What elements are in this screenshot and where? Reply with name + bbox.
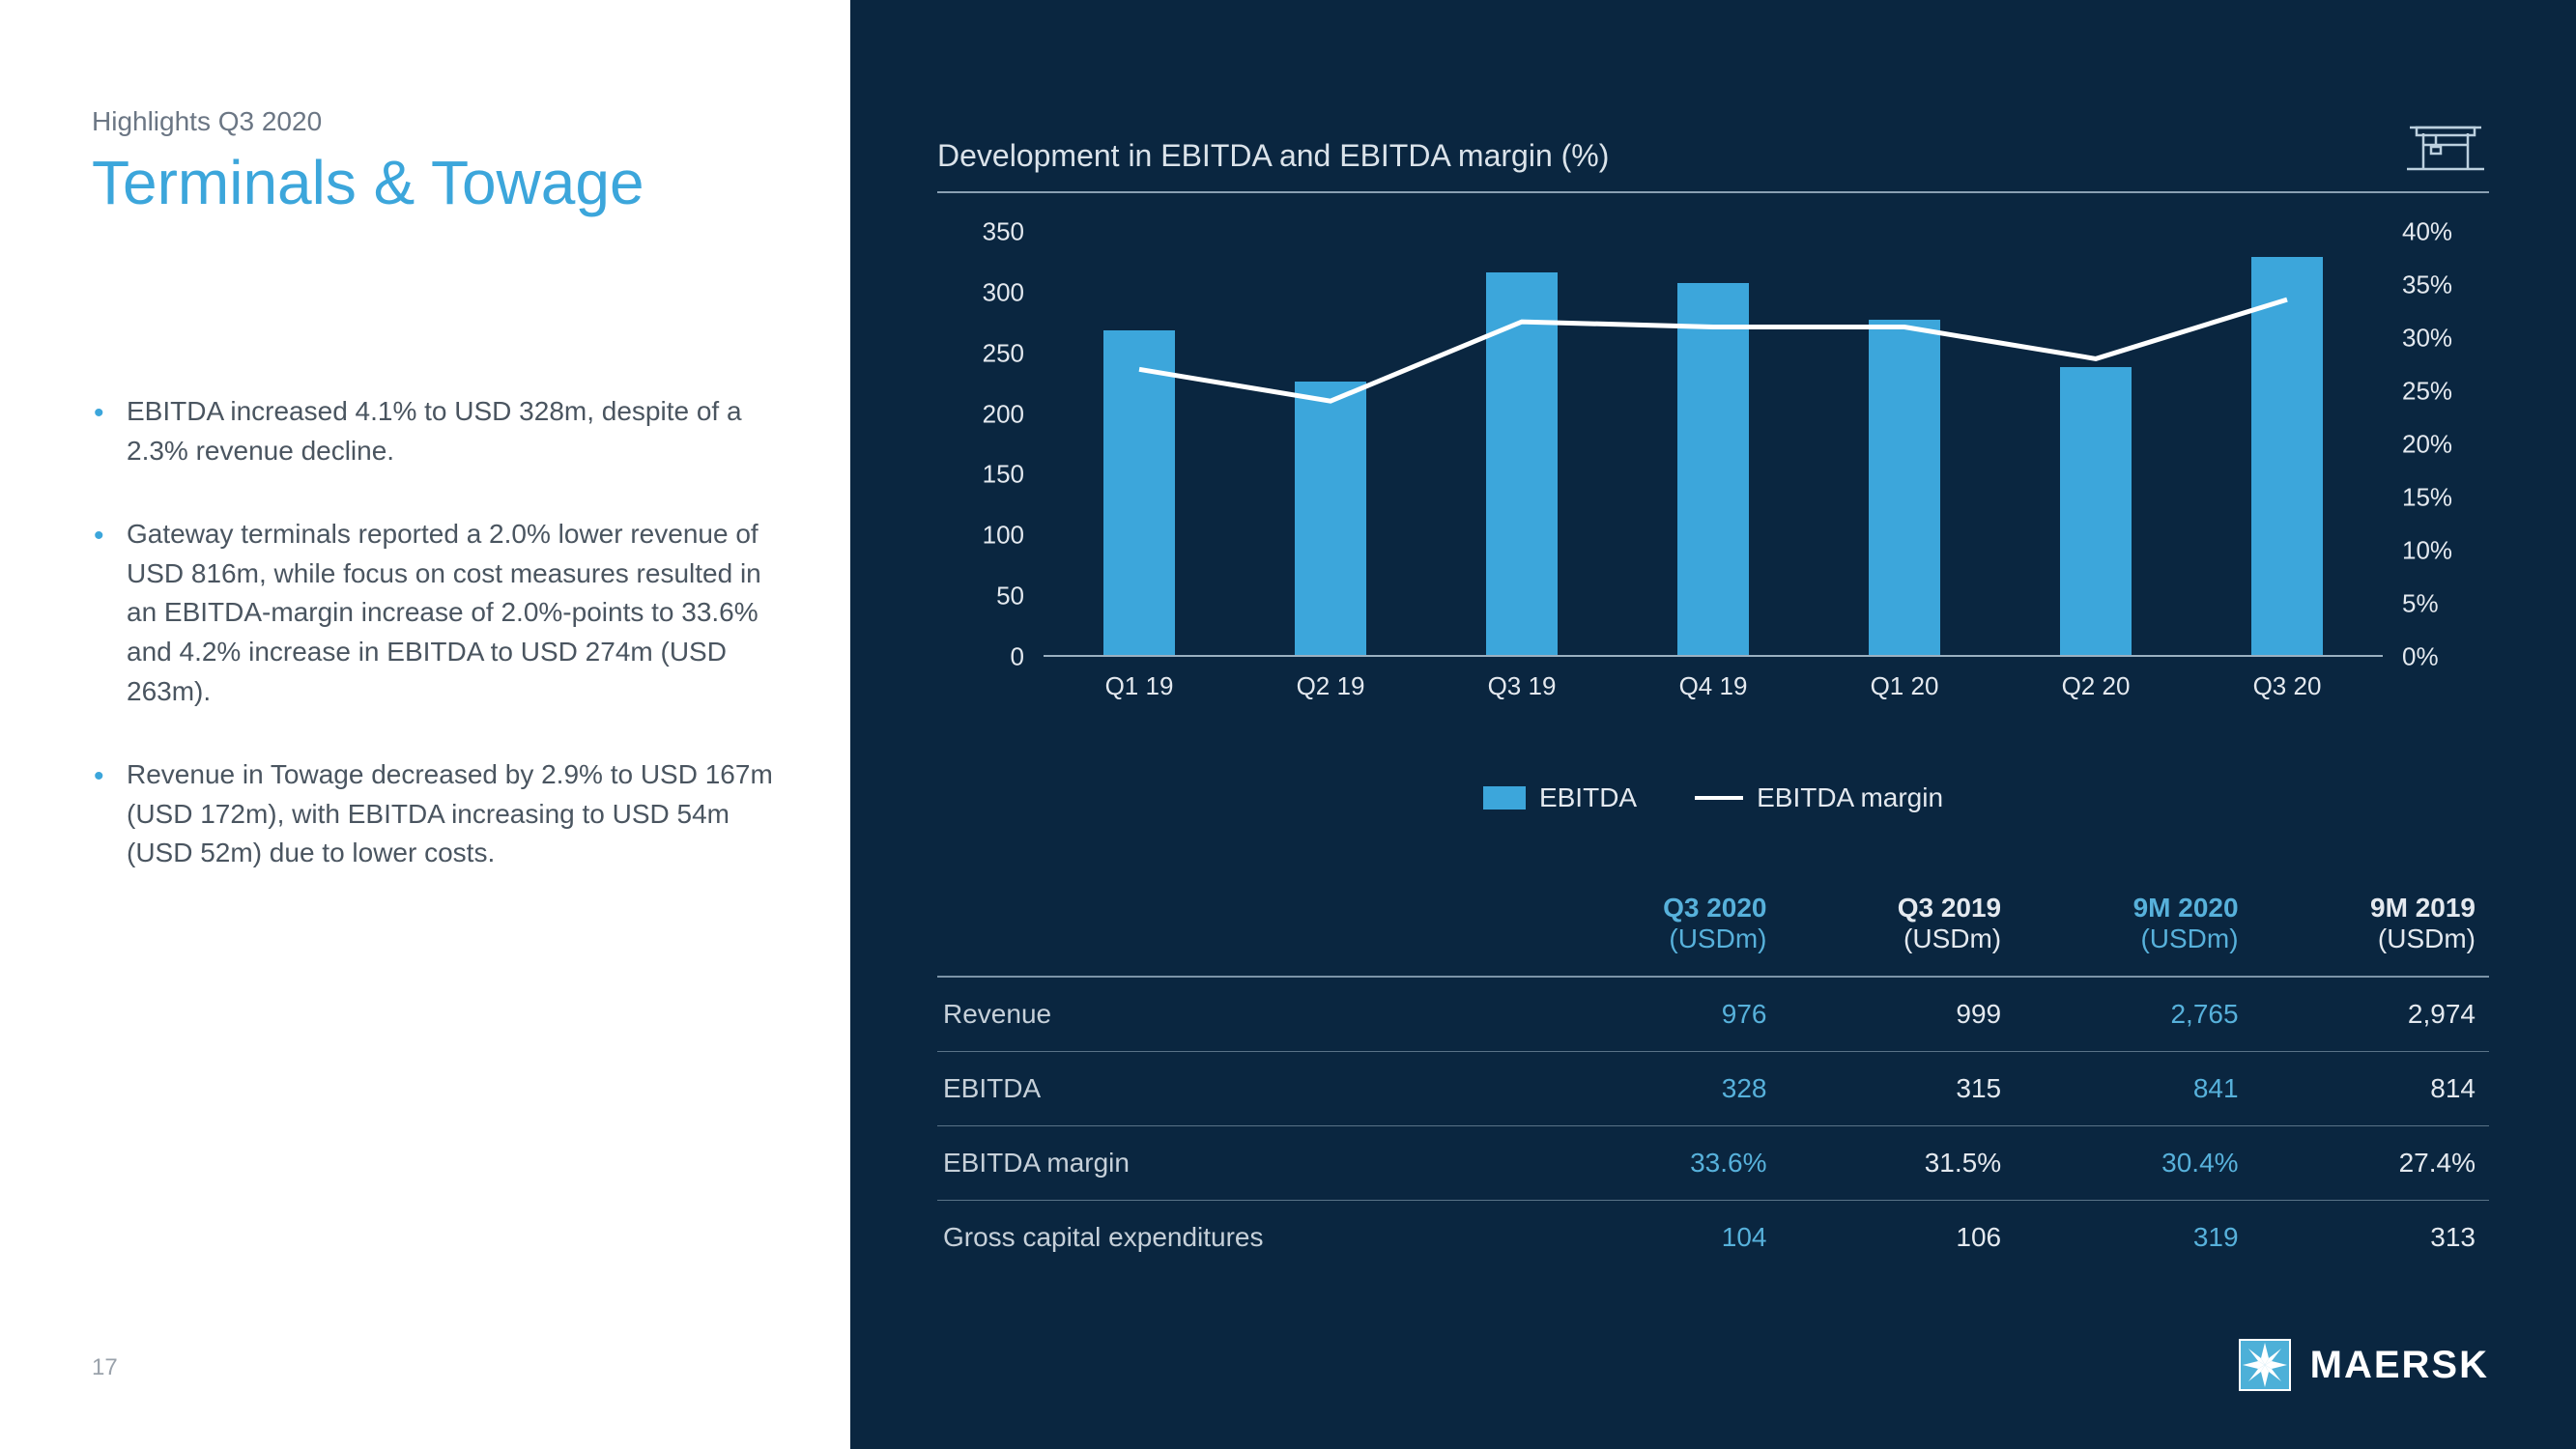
y-left-tick: 50 (996, 582, 1024, 611)
y-axis-right: 0%5%10%15%20%25%30%35%40% (2392, 232, 2489, 657)
margin-line (1139, 299, 2287, 401)
legend-ebitda: EBITDA (1483, 782, 1637, 813)
row-label: Gross capital expenditures (937, 1201, 1546, 1275)
x-axis-label: Q2 20 (2060, 671, 2132, 701)
bullet-item: Gateway terminals reported a 2.0% lower … (92, 515, 773, 711)
table-cell: 976 (1546, 977, 1781, 1052)
table-cell: 999 (1780, 977, 2015, 1052)
row-label: EBITDA margin (937, 1126, 1546, 1201)
legend-label: EBITDA margin (1757, 782, 1943, 813)
bullet-item: Revenue in Towage decreased by 2.9% to U… (92, 755, 773, 873)
table-row: EBITDA328315841814 (937, 1052, 2489, 1126)
table-cell: 33.6% (1546, 1126, 1781, 1201)
table-cell: 106 (1780, 1201, 2015, 1275)
table-header-row: Q3 2020(USDm)Q3 2019(USDm)9M 2020(USDm)9… (937, 871, 2489, 977)
table-header-cell: 9M 2020(USDm) (2015, 871, 2251, 977)
table-row: Revenue9769992,7652,974 (937, 977, 2489, 1052)
x-axis-label: Q3 20 (2251, 671, 2323, 701)
table-header-cell: 9M 2019(USDm) (2252, 871, 2489, 977)
ebitda-chart: 050100150200250300350 0%5%10%15%20%25%30… (937, 232, 2489, 753)
x-axis-labels: Q1 19 Q2 19 Q3 19 Q4 19 Q1 20 Q2 20 Q3 20 (1044, 671, 2383, 701)
y-left-tick: 100 (983, 521, 1024, 551)
brand-logo: MAERSK (2239, 1339, 2489, 1391)
table-cell: 31.5% (1780, 1126, 2015, 1201)
chart-header: Development in EBITDA and EBITDA margin … (937, 116, 2489, 193)
page-number: 17 (92, 1354, 118, 1381)
y-axis-left: 050100150200250300350 (937, 232, 1034, 657)
bullet-list: EBITDA increased 4.1% to USD 328m, despi… (92, 392, 773, 873)
y-left-tick: 200 (983, 399, 1024, 429)
y-right-tick: 40% (2402, 217, 2452, 247)
legend-swatch-bar (1483, 786, 1526, 810)
x-axis-label: Q2 19 (1295, 671, 1366, 701)
table-cell: 328 (1546, 1052, 1781, 1126)
table-cell: 30.4% (2015, 1126, 2251, 1201)
y-left-tick: 0 (1011, 642, 1024, 672)
y-right-tick: 20% (2402, 430, 2452, 460)
row-label: Revenue (937, 977, 1546, 1052)
y-left-tick: 250 (983, 338, 1024, 368)
table-body: Revenue9769992,7652,974EBITDA32831584181… (937, 977, 2489, 1274)
table-cell: 2,974 (2252, 977, 2489, 1052)
table-cell: 814 (2252, 1052, 2489, 1126)
legend-label: EBITDA (1539, 782, 1637, 813)
terminal-crane-icon (2402, 116, 2489, 174)
brand-name: MAERSK (2310, 1344, 2489, 1387)
table-row: EBITDA margin33.6%31.5%30.4%27.4% (937, 1126, 2489, 1201)
x-axis-label: Q3 19 (1486, 671, 1558, 701)
y-right-tick: 30% (2402, 324, 2452, 354)
y-right-tick: 25% (2402, 377, 2452, 407)
eyebrow: Highlights Q3 2020 (92, 106, 773, 137)
y-right-tick: 15% (2402, 483, 2452, 513)
table-cell: 841 (2015, 1052, 2251, 1126)
y-left-tick: 150 (983, 460, 1024, 490)
line-series (1044, 232, 2383, 655)
legend-swatch-line (1695, 796, 1743, 800)
right-panel: Development in EBITDA and EBITDA margin … (850, 0, 2576, 1449)
y-left-tick: 350 (983, 217, 1024, 247)
x-axis-label: Q1 19 (1103, 671, 1175, 701)
table-cell: 315 (1780, 1052, 2015, 1126)
table-header-cell: Q3 2019(USDm) (1780, 871, 2015, 977)
chart-plot-area (1044, 232, 2383, 657)
x-axis-label: Q4 19 (1677, 671, 1749, 701)
y-right-tick: 5% (2402, 589, 2439, 619)
maersk-star-icon (2239, 1339, 2291, 1391)
table-cell: 104 (1546, 1201, 1781, 1275)
table-cell: 313 (2252, 1201, 2489, 1275)
table-cell: 27.4% (2252, 1126, 2489, 1201)
table-header-cell: Q3 2020(USDm) (1546, 871, 1781, 977)
page-title: Terminals & Towage (92, 147, 773, 218)
y-right-tick: 35% (2402, 270, 2452, 300)
y-right-tick: 10% (2402, 536, 2452, 566)
chart-legend: EBITDA EBITDA margin (937, 782, 2489, 813)
table-cell: 2,765 (2015, 977, 2251, 1052)
chart-title: Development in EBITDA and EBITDA margin … (937, 138, 1609, 174)
bullet-item: EBITDA increased 4.1% to USD 328m, despi… (92, 392, 773, 470)
y-right-tick: 0% (2402, 642, 2439, 672)
table-header-cell (937, 871, 1546, 977)
y-left-tick: 300 (983, 277, 1024, 307)
left-panel: Highlights Q3 2020 Terminals & Towage EB… (0, 0, 850, 1449)
legend-margin: EBITDA margin (1695, 782, 1943, 813)
table-row: Gross capital expenditures104106319313 (937, 1201, 2489, 1275)
table-cell: 319 (2015, 1201, 2251, 1275)
financial-table: Q3 2020(USDm)Q3 2019(USDm)9M 2020(USDm)9… (937, 871, 2489, 1274)
x-axis-label: Q1 20 (1869, 671, 1940, 701)
row-label: EBITDA (937, 1052, 1546, 1126)
